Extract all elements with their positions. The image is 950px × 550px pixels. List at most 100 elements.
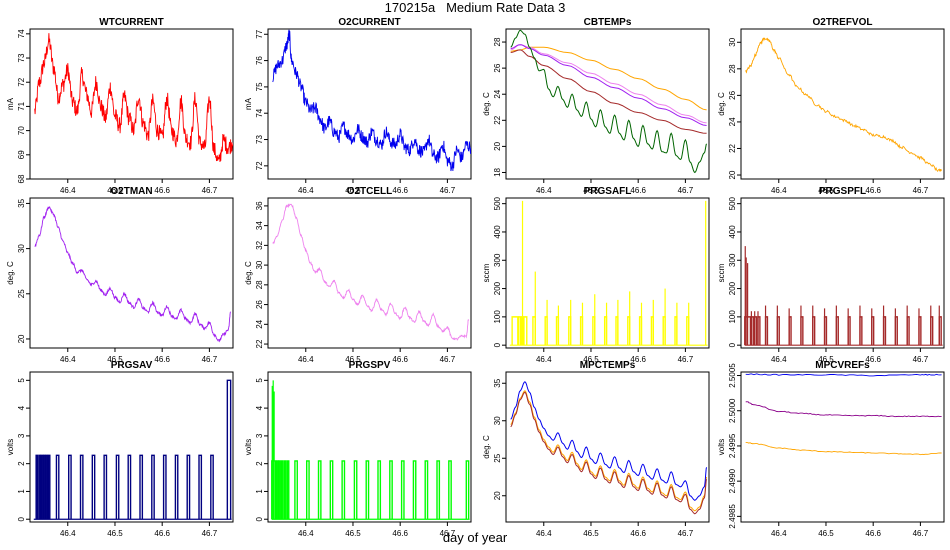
y-tick-label: 75: [255, 82, 264, 91]
x-tick-label: 46.4: [60, 529, 76, 538]
y-tick-label: 2: [17, 461, 26, 466]
chart-title: PRGSAV: [111, 360, 153, 371]
pulse: [400, 460, 405, 520]
x-tick-label: 46.6: [865, 355, 881, 364]
pulse: [186, 454, 191, 520]
x-tick-label: 46.7: [913, 355, 929, 364]
x-tick-label: 46.5: [818, 355, 834, 364]
y-axis-label: deg. C: [717, 92, 726, 116]
y-tick-label: 24: [728, 117, 737, 126]
x-tick-label: 46.6: [392, 529, 408, 538]
pulse: [523, 316, 528, 346]
pulse: [278, 460, 281, 520]
y-tick-label: 28: [255, 280, 264, 289]
y-tick-label: 25: [493, 453, 502, 462]
y-tick-label: 1: [255, 489, 264, 494]
x-tick-label: 46.7: [440, 529, 456, 538]
series-line-O2TMAN: [34, 206, 231, 343]
data-layer: [33, 379, 232, 520]
data-layer: [510, 29, 708, 174]
y-tick-label: 26: [493, 63, 502, 72]
x-tick-label: 46.5: [583, 529, 599, 538]
pulse: [377, 460, 382, 520]
y-tick-label: 500: [493, 196, 502, 210]
y-tick-label: 28: [493, 37, 502, 46]
chart-title: O2CURRENT: [338, 17, 400, 28]
pulse: [353, 460, 358, 520]
data-layer: [272, 203, 470, 341]
chart-title: O2TREFVOL: [812, 17, 872, 28]
y-tick-label: 5: [17, 378, 26, 383]
y-tick-label: 3: [255, 433, 264, 438]
x-tick-label: 46.4: [771, 186, 787, 195]
chart-title: WTCURRENT: [99, 17, 163, 28]
x-tick-label: 46.5: [818, 186, 834, 195]
y-tick-label: 2: [255, 461, 264, 466]
y-axis-label: volts: [6, 439, 15, 455]
x-tick-label: 46.4: [60, 186, 76, 195]
x-tick-label: 46.6: [630, 186, 646, 195]
pulse: [162, 454, 167, 520]
y-tick-label: 300: [493, 253, 502, 267]
y-tick-label: 2.4985: [728, 504, 737, 529]
x-tick-label: 46.7: [440, 186, 456, 195]
x-tick-label: 46.6: [865, 186, 881, 195]
y-tick-label: 30: [493, 416, 502, 425]
data-layer: [272, 29, 471, 172]
shared-x-axis-label: day of year: [442, 530, 508, 545]
y-tick-label: 72: [255, 161, 264, 170]
x-tick-label: 46.4: [771, 355, 787, 364]
pulse: [127, 454, 132, 520]
y-axis-label: volts: [717, 439, 726, 455]
y-axis-label: sccm: [717, 263, 726, 282]
x-tick-label: 46.5: [107, 186, 123, 195]
series-line-brown: [510, 49, 707, 134]
y-tick-label: 1: [17, 489, 26, 494]
y-tick-label: 76: [255, 56, 264, 65]
y-tick-label: 24: [493, 89, 502, 98]
y-axis-label: mA: [6, 97, 15, 110]
pulse: [448, 460, 452, 520]
y-tick-label: 69: [17, 150, 26, 159]
y-tick-label: 70: [17, 126, 26, 135]
panel-cbtemps: CBTEMPs 46.4 46.5 46.6 46.7 18 20 22 24 26 28 deg. …: [482, 17, 710, 195]
pulse: [317, 460, 322, 520]
pulse: [174, 454, 179, 520]
pulse: [55, 454, 60, 520]
y-tick-label: 74: [17, 29, 26, 38]
x-tick-label: 46.6: [154, 355, 170, 364]
x-tick-label: 46.4: [298, 355, 314, 364]
x-tick-label: 46.4: [771, 529, 787, 538]
y-tick-label: 30: [728, 37, 737, 46]
y-tick-label: 400: [728, 225, 737, 239]
y-tick-label: 32: [255, 240, 264, 249]
x-tick-label: 46.6: [154, 186, 170, 195]
y-tick-label: 18: [493, 167, 502, 176]
data-layer: [271, 380, 470, 520]
y-tick-label: 20: [493, 141, 502, 150]
x-tick-label: 46.7: [202, 529, 218, 538]
plot-frame: [740, 197, 945, 349]
pulse: [465, 460, 470, 520]
pulse: [35, 454, 39, 520]
pulse: [341, 460, 346, 520]
y-axis-label: deg. C: [482, 435, 491, 459]
x-tick-label: 46.7: [202, 186, 218, 195]
y-tick-label: 26: [255, 300, 264, 309]
data-layer: [34, 33, 233, 163]
y-tick-label: 77: [255, 29, 264, 38]
series-line-brown: [510, 391, 708, 515]
x-tick-label: 46.7: [678, 186, 694, 195]
y-tick-label: 4: [255, 405, 264, 410]
pulse: [294, 460, 298, 520]
series-line-orange: [510, 46, 707, 111]
series-line-O2TREFVOL: [745, 37, 942, 172]
y-tick-label: 2.4990: [728, 468, 737, 493]
x-tick-label: 46.7: [202, 355, 218, 364]
pulse: [151, 454, 155, 520]
y-tick-label: 28: [728, 64, 737, 73]
chart-title: PRGSAFL: [584, 186, 632, 197]
y-tick-label: 0: [493, 342, 502, 347]
y-tick-label: 5: [255, 378, 264, 383]
